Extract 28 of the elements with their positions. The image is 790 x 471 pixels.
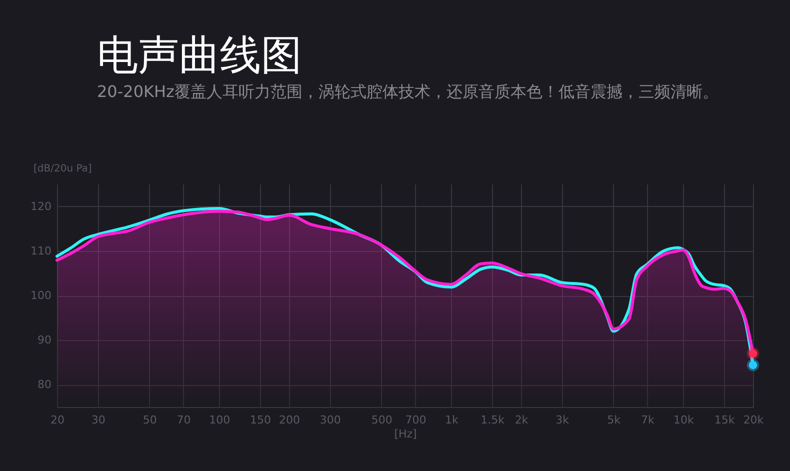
y-tick-label: 120 [30, 200, 52, 213]
x-tick-label: 30 [91, 414, 106, 426]
y-tick-label: 90 [38, 334, 52, 347]
x-tick-label: 20 [50, 414, 64, 426]
y-tick-label: 110 [30, 244, 52, 258]
chart-title: 电声曲线图 [97, 31, 302, 79]
x-tick-label: 1.5k [480, 414, 506, 426]
x-tick-label: 300 [320, 414, 341, 426]
x-tick-label: 10k [673, 414, 694, 426]
x-tick-label: 3k [556, 414, 570, 426]
y-axis-title: [dB/20u Pa] [34, 164, 92, 174]
x-tick-label: 500 [371, 414, 392, 426]
x-tick-label: 20k [743, 414, 764, 426]
x-tick-label: 7k [641, 414, 656, 426]
x-axis-title: [Hz] [394, 428, 417, 440]
x-tick-label: 70 [176, 414, 191, 426]
y-tick-label: 100 [30, 289, 52, 302]
x-tick-label: 100 [209, 414, 230, 426]
x-tick-label: 700 [405, 414, 426, 426]
x-tick-label: 5k [607, 414, 622, 426]
chart-subtitle: 20-20KHz覆盖人耳听力范围，涡轮式腔体技术，还原音质本色！低音震撼，三频清晰。 [97, 82, 718, 101]
x-tick-label: 2k [514, 414, 529, 426]
x-tick-label: 50 [142, 414, 157, 426]
x-tick-label: 15k [714, 414, 736, 426]
x-tick-label: 150 [250, 414, 272, 426]
x-tick-label: 1k [444, 414, 459, 426]
x-tick-label: 200 [279, 414, 300, 426]
y-tick-label: 80 [38, 378, 52, 392]
